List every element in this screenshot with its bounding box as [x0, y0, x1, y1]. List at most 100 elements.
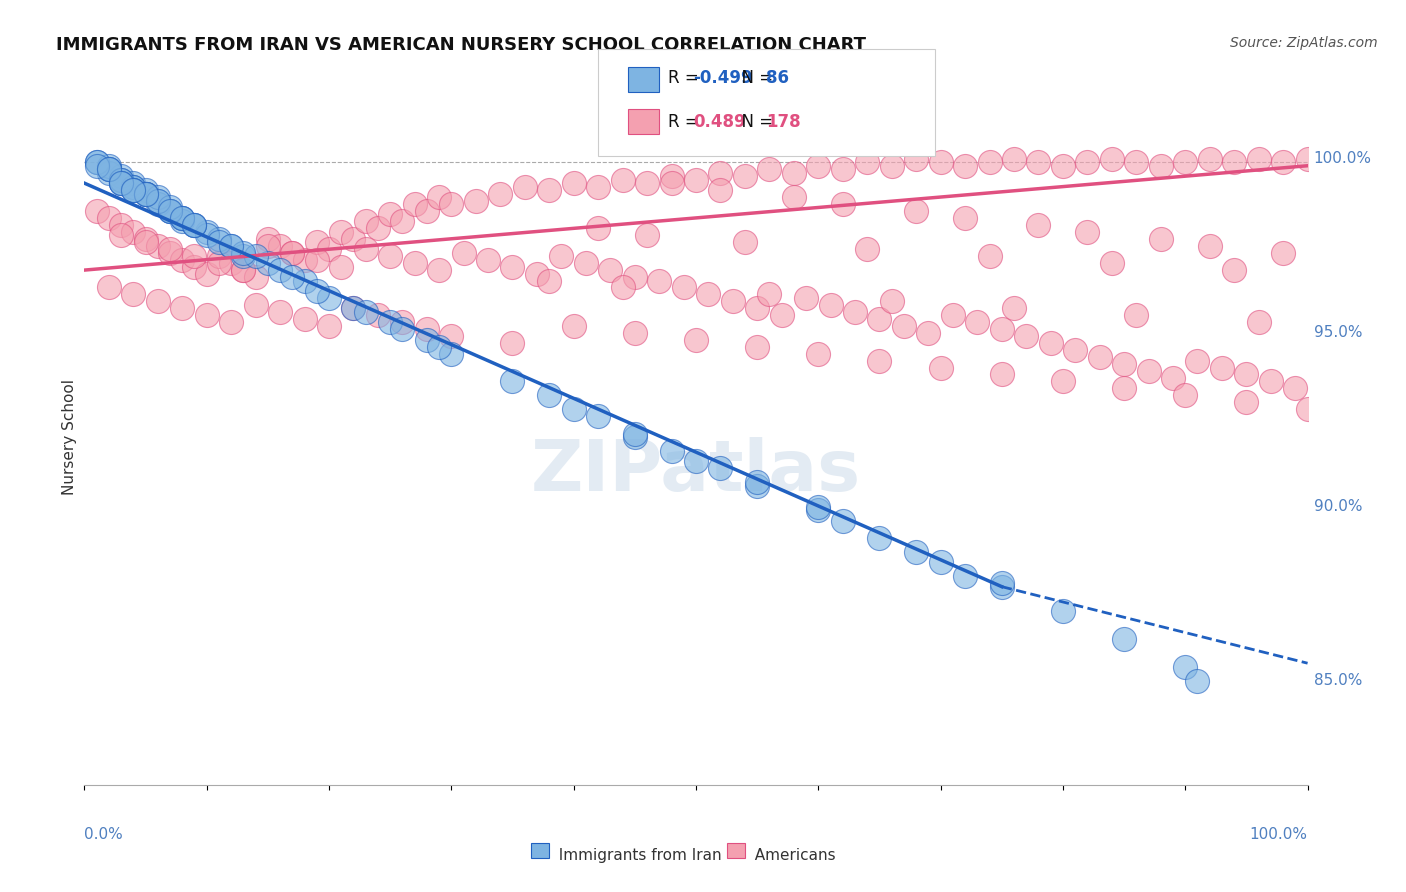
Point: [685, 172, 707, 186]
Point: [195, 228, 218, 243]
Point: [538, 183, 561, 197]
Text: 86: 86: [766, 69, 789, 87]
Point: [991, 580, 1014, 594]
Y-axis label: Nursery School: Nursery School: [62, 379, 77, 495]
Point: [526, 267, 548, 281]
Point: [1247, 152, 1270, 166]
Point: [807, 346, 830, 360]
Point: [624, 270, 647, 285]
Point: [747, 479, 769, 493]
Point: [1101, 256, 1123, 270]
Point: [219, 239, 242, 253]
Point: [257, 256, 280, 270]
Point: [1028, 155, 1050, 169]
Point: [856, 242, 879, 256]
Point: [354, 305, 377, 319]
Point: [807, 159, 830, 173]
Point: [110, 176, 132, 190]
Point: [648, 274, 671, 288]
Point: [1150, 159, 1173, 173]
Point: [391, 214, 413, 228]
Point: [893, 318, 915, 333]
Point: [624, 326, 647, 340]
Point: [195, 225, 218, 239]
Text: R =: R =: [668, 69, 704, 87]
Point: [1064, 343, 1087, 358]
Point: [991, 368, 1014, 382]
Point: [97, 166, 120, 180]
Point: [991, 322, 1014, 336]
Point: [953, 159, 976, 173]
Point: [942, 309, 965, 323]
Point: [416, 333, 439, 347]
Point: [122, 287, 145, 301]
Point: [636, 176, 658, 190]
Point: [122, 183, 145, 197]
Point: [820, 298, 842, 312]
Point: [342, 301, 364, 316]
Point: [685, 333, 707, 347]
Point: [1076, 225, 1098, 239]
Point: [1198, 239, 1220, 253]
Point: [305, 235, 328, 250]
Point: [562, 402, 585, 417]
Point: [758, 162, 780, 177]
Point: [380, 315, 402, 329]
Point: [783, 190, 806, 204]
Point: [172, 214, 194, 228]
Point: [794, 291, 817, 305]
Point: [586, 221, 609, 235]
Point: [146, 197, 169, 211]
Point: [354, 214, 377, 228]
Point: [1101, 152, 1123, 166]
Point: [269, 239, 291, 253]
Point: [502, 260, 524, 274]
Point: [612, 172, 634, 186]
Point: [538, 274, 561, 288]
Point: [661, 444, 683, 458]
Point: [1187, 353, 1209, 368]
Point: [880, 294, 903, 309]
Point: [1174, 155, 1197, 169]
Point: [709, 183, 731, 197]
Point: [477, 252, 499, 267]
Point: [172, 211, 194, 225]
Point: [159, 245, 181, 260]
Point: [1247, 315, 1270, 329]
Point: [697, 287, 720, 301]
Point: [1223, 155, 1246, 169]
Point: [294, 252, 316, 267]
Point: [1052, 375, 1074, 389]
Point: [929, 555, 952, 569]
Point: [440, 197, 463, 211]
Point: [232, 245, 254, 260]
Text: Immigrants from Iran: Immigrants from Iran: [550, 847, 721, 863]
Point: [685, 454, 707, 468]
Point: [1272, 155, 1295, 169]
Point: [195, 309, 218, 323]
Point: [281, 270, 304, 285]
Point: [807, 500, 830, 514]
Point: [86, 159, 108, 173]
Point: [86, 204, 108, 219]
Point: [734, 169, 756, 184]
Point: [110, 169, 132, 184]
Point: [146, 194, 169, 208]
Point: [869, 531, 891, 545]
Point: [917, 326, 939, 340]
Point: [709, 461, 731, 475]
Point: [1002, 152, 1025, 166]
Point: [159, 204, 181, 219]
Point: [1125, 309, 1147, 323]
Text: IMMIGRANTS FROM IRAN VS AMERICAN NURSERY SCHOOL CORRELATION CHART: IMMIGRANTS FROM IRAN VS AMERICAN NURSERY…: [56, 36, 866, 54]
Point: [97, 162, 120, 177]
Point: [1028, 218, 1050, 232]
Point: [1002, 301, 1025, 316]
Point: [208, 232, 231, 246]
Point: [122, 179, 145, 194]
Point: [599, 263, 621, 277]
Text: -0.499: -0.499: [693, 69, 752, 87]
Point: [513, 179, 536, 194]
Point: [305, 284, 328, 298]
Point: [208, 249, 231, 263]
